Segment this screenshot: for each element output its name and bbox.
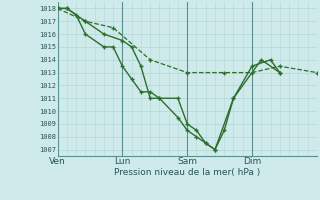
X-axis label: Pression niveau de la mer( hPa ): Pression niveau de la mer( hPa ) (114, 168, 260, 177)
